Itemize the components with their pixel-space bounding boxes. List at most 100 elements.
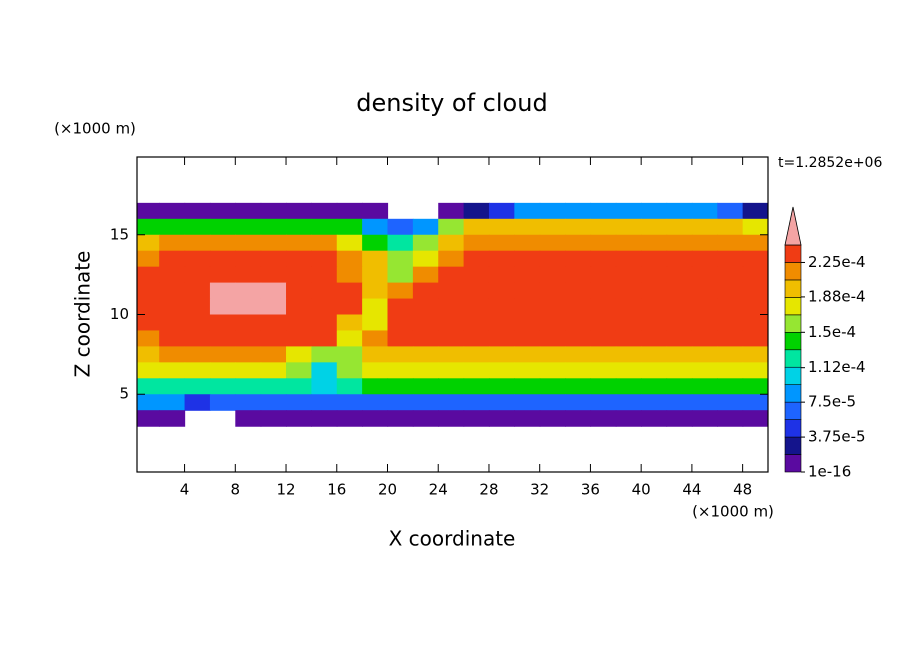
contour-cell [742,218,768,236]
contour-cell [235,202,262,220]
contour-cell [412,410,439,427]
contour-cell [387,298,414,316]
contour-cell [184,346,211,363]
contour-cell [137,314,160,332]
contour-cell [539,250,566,268]
contour-cell [336,378,363,395]
contour-cell [412,394,439,411]
contour-cell [539,266,566,284]
contour-cell [387,346,414,363]
contour-cell [362,202,389,220]
contour-cell [742,250,768,268]
contour-cell [209,250,236,268]
contour-cell [260,314,287,332]
contour-cell [387,218,414,236]
contour-cell [590,298,617,316]
contour-cell [488,410,515,427]
contour-cell [565,202,592,220]
contour-cell [717,410,744,427]
contour-cell [286,346,312,363]
contour-cell [514,314,541,332]
contour-cell [514,202,541,220]
contour-cell [691,314,718,332]
contour-cell [514,234,541,252]
contour-cell [412,234,439,252]
contour-cell [691,410,718,427]
contour-cell [691,346,718,363]
contour-cell [184,330,211,347]
contour-cell [615,202,642,220]
contour-cell [336,394,363,411]
contour-cell [641,346,668,363]
y-unit: (×1000 m) [54,120,136,138]
contour-cell [590,234,617,252]
colorbar-tick-label: 1e-16 [808,463,851,481]
contour-cell [438,346,465,363]
contour-cell [235,346,262,363]
contour-cell [717,298,744,316]
contour-cell [590,218,617,236]
contour-cell [590,330,617,347]
contour-cell [260,346,287,363]
contour-cell [590,282,617,300]
contour-cell [615,234,642,252]
contour-cell [463,218,490,236]
contour-cell [209,330,236,347]
plot-frame [136,156,769,473]
contour-cell [412,218,439,236]
contour-cell [565,234,592,252]
contour-cell [137,394,160,411]
contour-cell [691,234,718,252]
contour-cell [387,378,414,395]
contour-cell [159,330,186,347]
contour-cell [311,378,338,395]
contour-cell [539,202,566,220]
contour-cell [666,234,693,252]
contour-cell [362,410,389,427]
contour-cell [666,282,693,300]
contour-cell [463,250,490,268]
contour-cell [412,298,439,316]
contour-cell [717,250,744,268]
contour-cell [209,314,236,332]
contour-cell [590,378,617,395]
contour-cell [463,298,490,316]
contour-cell [488,218,515,236]
contour-cell [488,346,515,363]
contour-cell [159,314,186,332]
contour-cell [286,330,312,347]
contour-cell [565,378,592,395]
contour-cell [412,282,439,300]
contour-cell [742,330,768,347]
contour-cell [438,410,465,427]
contour-cell [184,378,211,395]
contour-cell [209,218,236,236]
contour-cell [387,314,414,332]
contour-cell [412,378,439,395]
contour-cell [488,378,515,395]
contour-cell [311,346,338,363]
contour-cell [488,250,515,268]
contour-cell [438,202,465,220]
contour-cell [641,394,668,411]
colorbar-band [784,366,802,385]
contour-cell [260,394,287,411]
contour-cell [463,330,490,347]
contour-cell [311,298,338,316]
contour-cell [184,362,211,379]
contour-cell [717,218,744,236]
contour-cell [641,330,668,347]
x-tick-label: 44 [682,481,701,499]
contour-cell [235,298,262,316]
contour-cell [666,314,693,332]
contour-cell [590,266,617,284]
contour-cell [641,298,668,316]
contour-cell [565,282,592,300]
y-axis-label: Z coordinate [71,251,95,378]
contour-cell [565,362,592,379]
contour-cell [539,394,566,411]
contour-cell [565,314,592,332]
contour-cell [362,234,389,252]
contour-cell [691,362,718,379]
contour-cell [137,298,160,316]
